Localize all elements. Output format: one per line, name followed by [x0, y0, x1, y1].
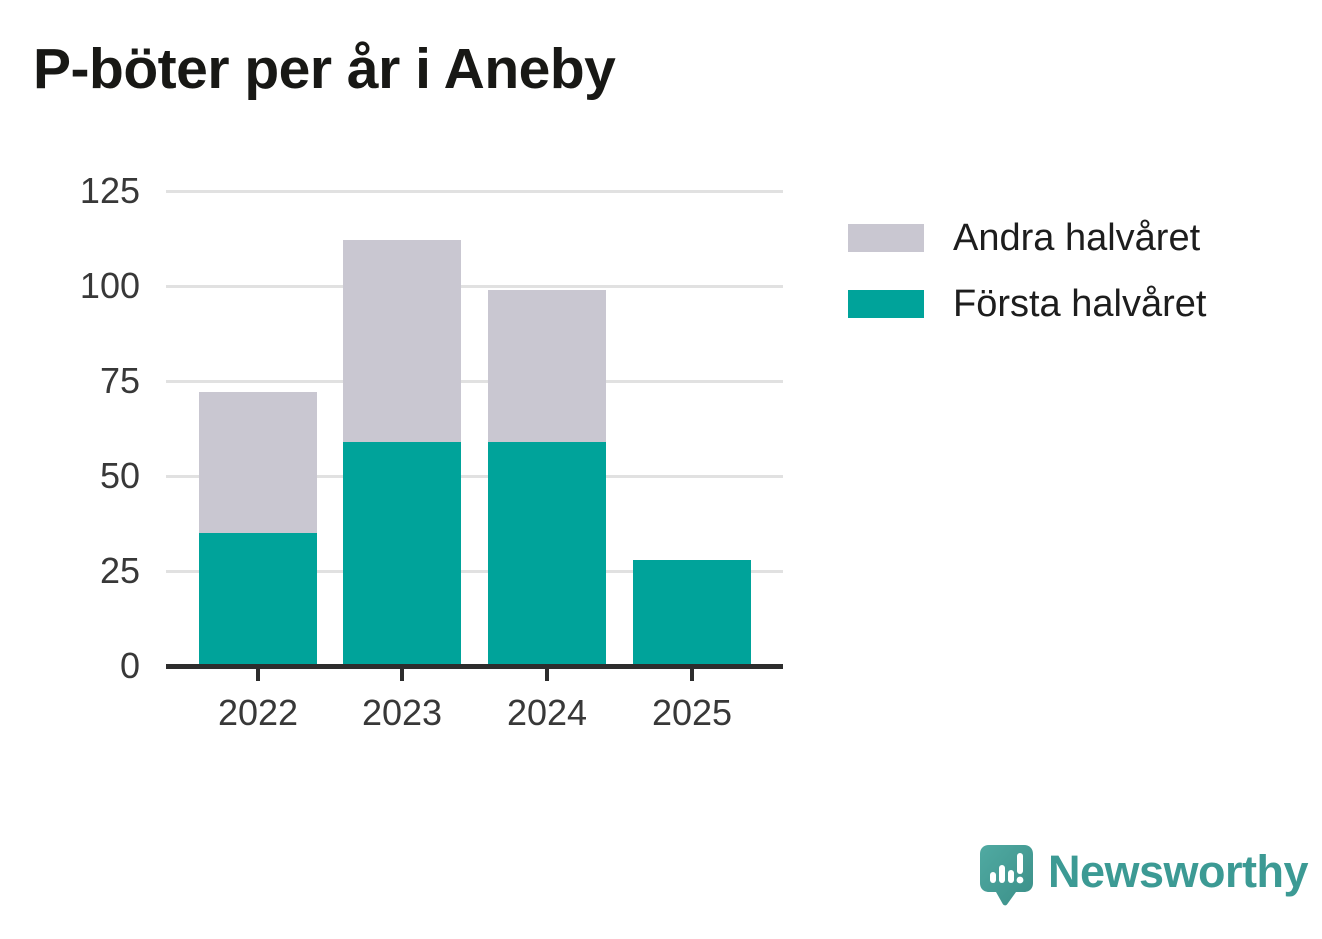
gridline-50 [166, 474, 783, 478]
gridline-75 [166, 379, 783, 383]
y-axis-tick-label: 100 [79, 265, 140, 306]
x-axis-tick-label: 2025 [651, 692, 733, 733]
gridline-100 [166, 284, 783, 288]
bar-segment-2024-första-halvåret [488, 441, 606, 666]
legend-swatch [848, 290, 924, 318]
bar-segment-2023-första-halvåret [343, 441, 461, 666]
legend-label: Första halvåret [953, 283, 1207, 325]
chart-legend: Andra halvåret Första halvåret [848, 219, 1206, 351]
x-axis-tick-label: 2022 [217, 692, 299, 733]
gridline-125 [166, 189, 783, 193]
legend-label: Andra halvåret [953, 217, 1201, 259]
x-axis-tick [256, 668, 260, 681]
legend-row: Första halvåret [848, 285, 1206, 323]
x-axis-tick-label: 2023 [361, 692, 443, 733]
bar-segment-2022-första-halvåret [199, 533, 317, 666]
bar-segment-2023-andra-halvåret [343, 240, 461, 442]
x-axis-tick-label: 2024 [506, 692, 588, 733]
bar-segment-2024-andra-halvåret [488, 289, 606, 442]
legend-swatch [848, 224, 924, 252]
x-axis-line [166, 663, 783, 669]
brand-name: Newsworthy [1048, 846, 1309, 897]
y-axis-tick-label: 125 [79, 170, 140, 211]
x-axis-tick [545, 668, 549, 681]
y-axis-tick-label: 25 [99, 550, 140, 591]
legend-row: Andra halvåret [848, 219, 1206, 257]
y-axis-tick-label: 75 [99, 360, 140, 401]
bar-segment-2022-andra-halvåret [199, 392, 317, 533]
y-axis-tick-label: 0 [119, 645, 140, 686]
brand-logo: Newsworthy [978, 843, 1309, 909]
bar-segment-2025-första-halvåret [633, 559, 751, 666]
y-axis-tick-label: 50 [99, 455, 140, 496]
newsworthy-logo-icon [980, 845, 1033, 906]
page-title: P-böter per år i Aneby [33, 37, 616, 101]
x-axis-tick [400, 668, 404, 681]
x-axis-tick [690, 668, 694, 681]
gridline-25 [166, 569, 783, 573]
